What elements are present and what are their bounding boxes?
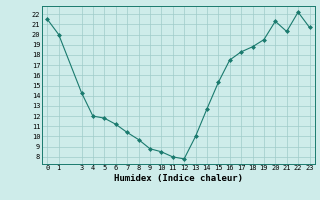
X-axis label: Humidex (Indice chaleur): Humidex (Indice chaleur) (114, 174, 243, 183)
